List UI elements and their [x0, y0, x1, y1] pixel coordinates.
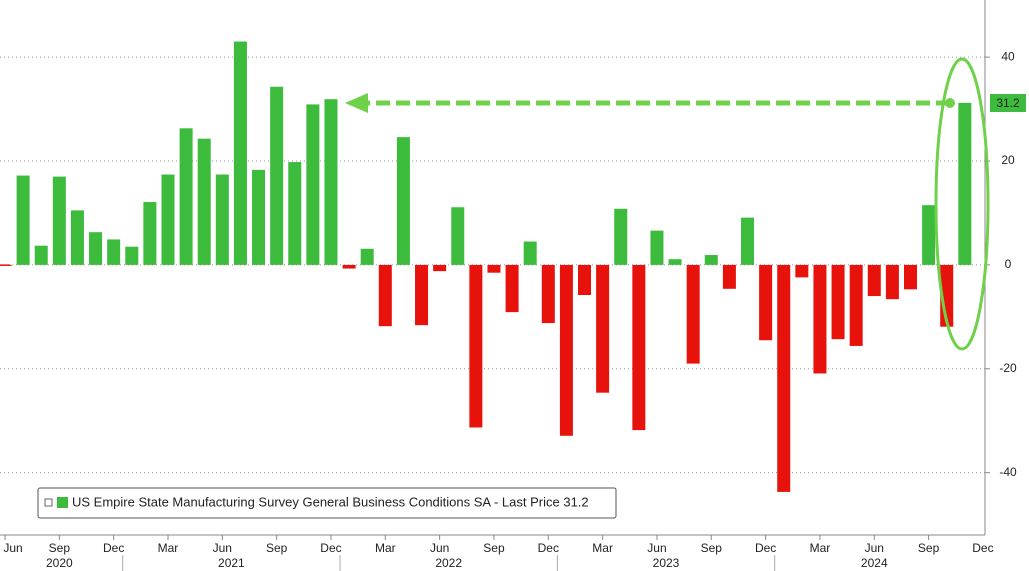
bar	[777, 264, 791, 492]
x-tick-label: Sep	[918, 541, 940, 555]
arrow-dot	[945, 98, 955, 108]
bar	[342, 264, 356, 269]
last-value-box	[990, 94, 1026, 112]
bar	[396, 137, 410, 265]
year-label: 2023	[653, 556, 680, 570]
bar	[52, 176, 66, 265]
x-tick-label: Mar	[375, 541, 396, 555]
x-tick-label: Dec	[755, 541, 776, 555]
bar	[487, 264, 501, 273]
bar	[0, 264, 12, 266]
legend-label: US Empire State Manufacturing Survey Gen…	[72, 494, 589, 509]
bar	[433, 264, 447, 272]
bar	[415, 264, 429, 326]
year-label: 2024	[861, 556, 888, 570]
bar	[125, 246, 139, 265]
bar	[741, 217, 755, 265]
legend-swatch	[57, 497, 68, 508]
x-tick-label: Sep	[266, 541, 288, 555]
bar	[795, 264, 809, 278]
bar	[849, 264, 863, 346]
x-tick-label: Sep	[483, 541, 505, 555]
bar	[722, 264, 736, 289]
bar	[759, 264, 773, 341]
bar	[469, 264, 483, 428]
bar	[867, 264, 881, 297]
bar	[668, 259, 682, 265]
bar	[270, 86, 284, 265]
bar	[922, 205, 936, 265]
bar	[107, 239, 121, 265]
x-tick-label: Jun	[430, 541, 449, 555]
x-tick-label: Jun	[647, 541, 666, 555]
bar	[233, 41, 247, 265]
x-tick-label: Dec	[103, 541, 124, 555]
bar	[89, 232, 103, 265]
y-tick-label: 0	[1005, 257, 1012, 271]
x-tick-label: Mar	[810, 541, 831, 555]
x-tick-label: Sep	[49, 541, 71, 555]
bar	[596, 264, 610, 393]
bar	[523, 241, 537, 265]
arrow-head	[345, 93, 368, 113]
y-tick-label: -20	[999, 361, 1017, 375]
year-label: 2021	[218, 556, 245, 570]
legend-box	[37, 487, 617, 519]
x-tick-label: Dec	[320, 541, 341, 555]
year-label: 2020	[46, 556, 73, 570]
x-tick-label: Jun	[213, 541, 232, 555]
y-tick-label: -40	[999, 465, 1017, 479]
x-tick-label: Jun	[3, 541, 22, 555]
year-label: 2022	[435, 556, 462, 570]
bar	[541, 264, 555, 324]
bar	[197, 138, 211, 265]
bar	[288, 162, 302, 265]
bar	[306, 104, 320, 265]
bar	[143, 202, 157, 265]
bar	[505, 264, 519, 313]
x-tick-label: Dec	[538, 541, 559, 555]
bar	[161, 174, 175, 265]
highlight-ellipse	[934, 57, 990, 351]
x-tick-label: Sep	[701, 541, 723, 555]
legend-toggle	[44, 498, 53, 507]
bar	[252, 169, 266, 265]
bar	[632, 264, 646, 431]
bar	[378, 264, 392, 327]
bar	[831, 264, 845, 340]
x-tick-label: Jun	[865, 541, 884, 555]
bar	[16, 175, 30, 265]
bar	[813, 264, 827, 374]
bar	[559, 264, 573, 436]
bar	[451, 207, 465, 265]
bar	[215, 174, 229, 265]
y-tick-label: 20	[1001, 153, 1015, 167]
x-tick-label: Mar	[158, 541, 179, 555]
bar	[324, 99, 338, 265]
bar	[614, 208, 628, 265]
bar	[34, 245, 48, 265]
y-tick-label: 40	[1001, 49, 1015, 63]
bar	[70, 210, 84, 265]
bar	[958, 102, 972, 265]
bar	[686, 264, 700, 364]
bar	[704, 255, 718, 265]
bar	[179, 128, 193, 265]
bar	[578, 264, 592, 296]
bar	[360, 248, 374, 265]
bar	[904, 264, 917, 290]
x-tick-label: Mar	[592, 541, 613, 555]
bar	[885, 264, 899, 300]
x-tick-label: Dec	[972, 541, 993, 555]
bar	[650, 230, 664, 265]
last-value-label: 31.2	[996, 96, 1020, 110]
